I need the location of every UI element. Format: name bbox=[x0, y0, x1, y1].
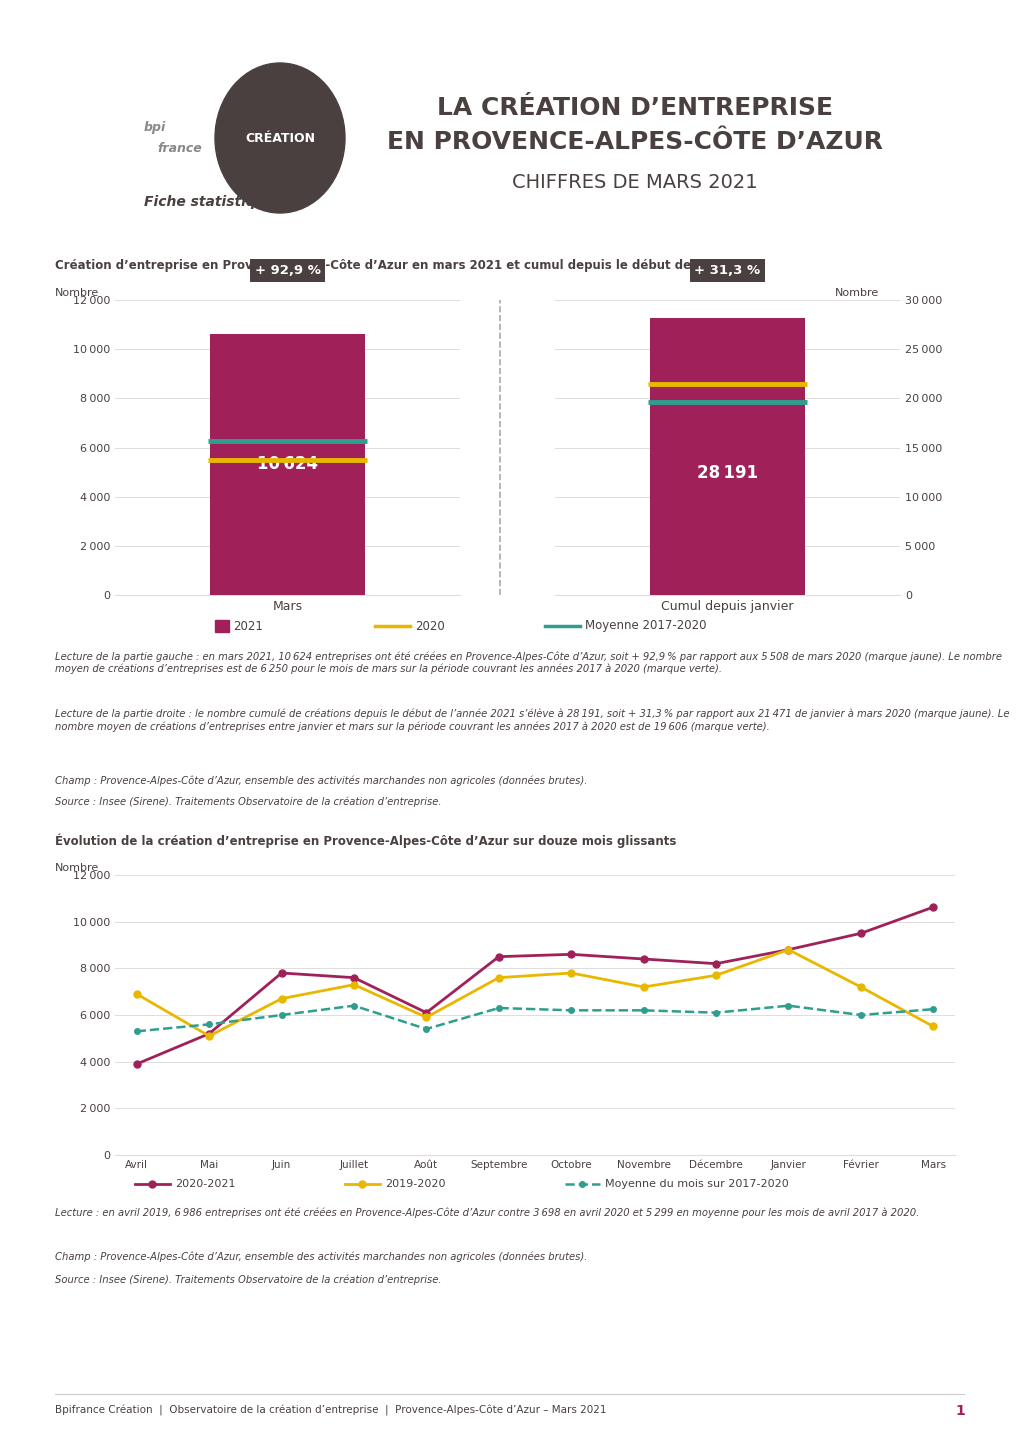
Text: 1: 1 bbox=[955, 1405, 964, 1417]
Text: Fiche statistique: Fiche statistique bbox=[145, 195, 275, 209]
Text: Champ : Provence-Alpes-Côte d’Azur, ensemble des activités marchandes non agrico: Champ : Provence-Alpes-Côte d’Azur, ense… bbox=[55, 776, 587, 786]
Text: Évolution de la création d’entreprise en Provence-Alpes-Côte d’Azur sur douze mo: Évolution de la création d’entreprise en… bbox=[55, 833, 676, 848]
Text: LA CRÉATION D’ENTREPRISE: LA CRÉATION D’ENTREPRISE bbox=[436, 97, 833, 120]
Text: Source : Insee (Sirene). Traitements Observatoire de la création d’entreprise.: Source : Insee (Sirene). Traitements Obs… bbox=[55, 797, 441, 808]
Text: Moyenne du mois sur 2017-2020: Moyenne du mois sur 2017-2020 bbox=[604, 1180, 788, 1190]
Text: Champ : Provence-Alpes-Côte d’Azur, ensemble des activités marchandes non agrico: Champ : Provence-Alpes-Côte d’Azur, ense… bbox=[55, 1252, 587, 1263]
Text: 2020-2021: 2020-2021 bbox=[175, 1180, 235, 1190]
Text: Lecture de la partie droite : le nombre cumulé de créations depuis le début de l: Lecture de la partie droite : le nombre … bbox=[55, 709, 1009, 731]
Text: Création d’entreprise en Provence-Alpes-Côte d’Azur en mars 2021 et cumul depuis: Création d’entreprise en Provence-Alpes-… bbox=[55, 260, 744, 273]
Text: + 31,3 %: + 31,3 % bbox=[694, 264, 760, 277]
Text: Nombre: Nombre bbox=[835, 288, 878, 298]
Text: france: france bbox=[158, 141, 202, 154]
Ellipse shape bbox=[215, 63, 344, 213]
Text: + 92,9 %: + 92,9 % bbox=[255, 264, 320, 277]
Text: 2019-2020: 2019-2020 bbox=[384, 1180, 445, 1190]
Text: 2021: 2021 bbox=[232, 620, 263, 633]
Text: Nombre: Nombre bbox=[55, 862, 99, 872]
Text: Source : Insee (Sirene). Traitements Observatoire de la création d’entreprise.: Source : Insee (Sirene). Traitements Obs… bbox=[55, 1275, 441, 1285]
Ellipse shape bbox=[100, 63, 229, 213]
Bar bbox=[215, 620, 229, 632]
Text: CRÉATION: CRÉATION bbox=[245, 131, 315, 144]
Text: 10 624: 10 624 bbox=[257, 456, 318, 473]
Bar bbox=[649, 317, 804, 596]
Bar bbox=[210, 335, 365, 596]
Text: 28 191: 28 191 bbox=[696, 464, 757, 482]
Text: CHIFFRES DE MARS 2021: CHIFFRES DE MARS 2021 bbox=[512, 173, 757, 192]
Text: Nombre: Nombre bbox=[55, 288, 99, 298]
Text: Lecture : en avril 2019, 6 986 entreprises ont été créées en Provence-Alpes-Côte: Lecture : en avril 2019, 6 986 entrepris… bbox=[55, 1207, 918, 1217]
Text: Bpifrance Création  |  Observatoire de la création d’entreprise  |  Provence-Alp: Bpifrance Création | Observatoire de la … bbox=[55, 1406, 606, 1416]
Text: Lecture de la partie gauche : en mars 2021, 10 624 entreprises ont été créées en: Lecture de la partie gauche : en mars 20… bbox=[55, 652, 1001, 673]
Text: EN PROVENCE-ALPES-CÔTE D’AZUR: EN PROVENCE-ALPES-CÔTE D’AZUR bbox=[386, 130, 882, 154]
Text: Moyenne 2017-2020: Moyenne 2017-2020 bbox=[585, 620, 706, 633]
Text: 2020: 2020 bbox=[415, 620, 444, 633]
Text: bpi: bpi bbox=[144, 121, 166, 134]
